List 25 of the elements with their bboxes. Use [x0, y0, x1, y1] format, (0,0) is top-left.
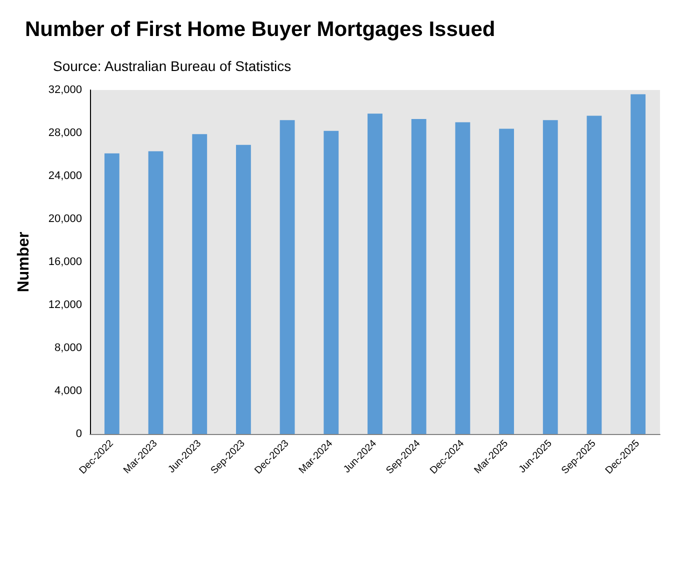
y-tick-label: 4,000	[54, 385, 82, 397]
y-tick-label: 24,000	[48, 170, 82, 182]
bar	[630, 94, 646, 434]
y-tick-label: 28,000	[48, 127, 82, 139]
chart-subtitle: Source: Australian Bureau of Statistics	[53, 58, 292, 74]
bar	[324, 130, 339, 434]
bar	[455, 122, 470, 434]
bar	[368, 114, 382, 434]
y-tick-label: 32,000	[48, 84, 82, 96]
bar	[280, 120, 295, 434]
bar	[236, 144, 251, 434]
bar	[586, 116, 602, 434]
y-tick-label: 20,000	[48, 213, 82, 225]
y-axis-title: Number	[16, 232, 32, 292]
bar	[104, 153, 120, 434]
y-tick-label: 16,000	[48, 256, 82, 268]
chart-title: Number of First Home Buyer Mortgages Issued	[25, 18, 496, 41]
bar	[411, 119, 426, 434]
bar	[192, 134, 208, 434]
bar	[499, 128, 514, 434]
bar	[148, 151, 164, 434]
y-tick-label: 12,000	[48, 299, 82, 311]
y-tick-label: 8,000	[54, 342, 82, 354]
bar	[542, 120, 558, 434]
y-tick-label: 0	[76, 428, 82, 440]
